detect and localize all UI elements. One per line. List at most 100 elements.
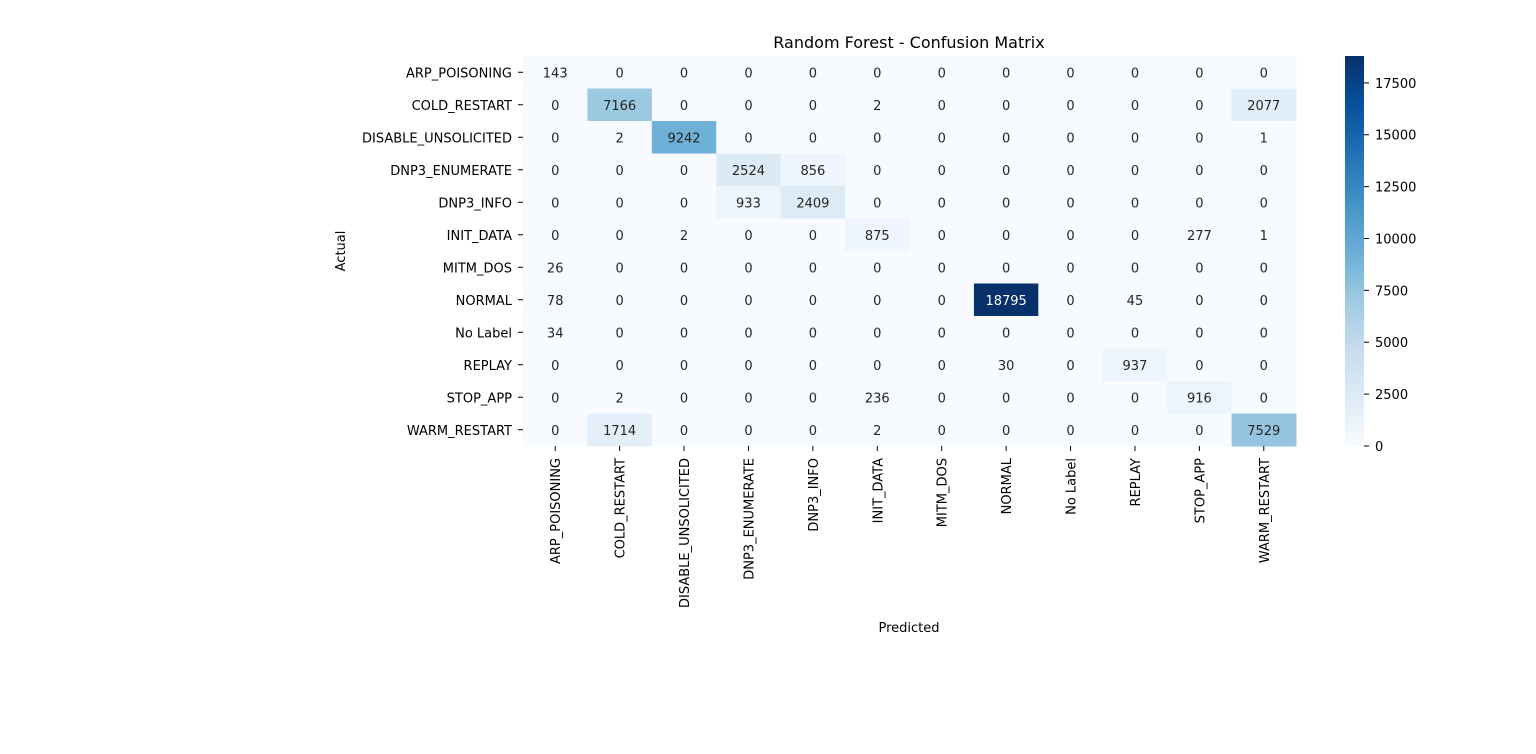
cell-value-label: 2524: [732, 164, 765, 179]
cell-value-label: 0: [1066, 359, 1074, 374]
cell-value-label: 0: [1131, 261, 1139, 276]
cell-value-label: 0: [1260, 294, 1268, 309]
colorbar: [1345, 56, 1364, 446]
heatmap-cell: [716, 381, 782, 414]
cell-value-label: 875: [865, 229, 890, 244]
heatmap-cell: [909, 153, 975, 187]
heatmap-cell: [651, 413, 717, 447]
cell-value-label: 0: [680, 391, 688, 406]
cell-value-label: 0: [680, 66, 688, 81]
cell-value-label: 45: [1127, 294, 1144, 309]
cell-value-label: 0: [1195, 196, 1203, 211]
heatmap-cell: [1231, 251, 1297, 284]
heatmap-cell: [651, 153, 717, 187]
x-tick-label: WARM_RESTART: [1258, 458, 1273, 563]
heatmap-cell: [973, 381, 1039, 414]
heatmap-cell: [909, 218, 975, 252]
heatmap-cell: [845, 56, 910, 89]
heatmap-cell: [780, 316, 846, 349]
heatmap-cell: [523, 218, 588, 252]
cell-value-label: 0: [615, 229, 623, 244]
heatmap-cell: [523, 316, 588, 349]
heatmap-cell: [1231, 413, 1297, 447]
cell-value-label: 0: [615, 359, 623, 374]
heatmap-cell: [909, 56, 975, 89]
cell-value-label: 0: [680, 261, 688, 276]
cell-value-label: 0: [1002, 164, 1010, 179]
heatmap-cell: [1167, 283, 1233, 317]
heatmap-cell: [845, 413, 910, 447]
heatmap-cell: [973, 56, 1039, 89]
heatmap-cell: [587, 283, 653, 317]
cell-value-label: 1: [1260, 131, 1268, 146]
heatmap-cell: [523, 348, 588, 382]
cell-value-label: 0: [551, 391, 559, 406]
x-tick-label: DNP3_ENUMERATE: [742, 458, 757, 580]
cell-value-label: 0: [1002, 424, 1010, 439]
heatmap-cell: [716, 153, 782, 187]
cell-value-label: 0: [809, 359, 817, 374]
cell-value-label: 0: [551, 196, 559, 211]
cell-value-label: 933: [736, 196, 761, 211]
cell-value-label: 0: [744, 294, 752, 309]
heatmap-cell: [845, 348, 910, 382]
heatmap-cell: [1231, 88, 1297, 122]
heatmap-cell: [1231, 348, 1297, 382]
heatmap-cell: [845, 186, 910, 219]
colorbar-tick-label: 10000: [1375, 232, 1416, 247]
cell-value-label: 0: [1131, 164, 1139, 179]
y-tick-label: INIT_DATA: [447, 229, 512, 244]
heatmap-cell: [1038, 283, 1104, 317]
cell-value-label: 0: [1066, 131, 1074, 146]
cell-value-label: 0: [1066, 164, 1074, 179]
heatmap-cell: [1102, 348, 1168, 382]
cell-value-label: 0: [1195, 131, 1203, 146]
heatmap-cell: [973, 186, 1039, 219]
cell-value-label: 18795: [985, 294, 1026, 309]
cell-value-label: 0: [809, 66, 817, 81]
heatmap-cell: [909, 381, 975, 414]
cell-value-label: 0: [551, 164, 559, 179]
heatmap-cell: [716, 121, 782, 154]
cell-value-label: 0: [1002, 196, 1010, 211]
cell-value-label: 0: [551, 99, 559, 114]
cell-value-label: 0: [744, 391, 752, 406]
heatmap-cell: [716, 413, 782, 447]
x-tick-label: REPLAY: [1129, 458, 1144, 507]
heatmap-cell: [845, 153, 910, 187]
heatmap-cell-labels: 143 0 0 0 0 0 0 0 0 0 0 0 0 7166 0 0 0 2 0 0 0 0 0 2077 0 2 9242 0 0…: [543, 66, 1281, 439]
cell-value-label: 0: [744, 359, 752, 374]
cell-value-label: 0: [1066, 326, 1074, 341]
cell-value-label: 0: [1131, 424, 1139, 439]
heatmap-cell: [1231, 186, 1297, 219]
heatmap-cell: [973, 218, 1039, 252]
y-axis-label: Actual: [334, 231, 349, 272]
heatmap-cell: [587, 251, 653, 284]
heatmap-cell: [1167, 413, 1233, 447]
cell-value-label: 0: [1195, 99, 1203, 114]
cell-value-label: 0: [1066, 261, 1074, 276]
cell-value-label: 0: [744, 326, 752, 341]
cell-value-label: 2: [615, 391, 623, 406]
cell-value-label: 1: [1260, 229, 1268, 244]
heatmap-cell: [1231, 218, 1297, 252]
cell-value-label: 34: [547, 326, 564, 341]
y-tick-label: COLD_RESTART: [412, 99, 512, 114]
colorbar-tick-label: 2500: [1375, 388, 1408, 403]
y-tick-label: DNP3_ENUMERATE: [390, 164, 512, 179]
cell-value-label: 0: [809, 424, 817, 439]
heatmap-cell: [1038, 251, 1104, 284]
cell-value-label: 0: [1260, 326, 1268, 341]
cell-value-label: 0: [615, 261, 623, 276]
heatmap-cell: [1231, 381, 1297, 414]
heatmap-cell: [909, 413, 975, 447]
cell-value-label: 0: [938, 99, 946, 114]
cell-value-label: 2: [873, 99, 881, 114]
heatmap-cell: [845, 121, 910, 154]
cell-value-label: 2077: [1247, 99, 1280, 114]
heatmap-cell: [909, 186, 975, 219]
heatmap-cell: [1102, 218, 1168, 252]
heatmap-cell: [1167, 56, 1233, 89]
heatmap-cell: [1167, 218, 1233, 252]
cell-value-label: 0: [680, 196, 688, 211]
